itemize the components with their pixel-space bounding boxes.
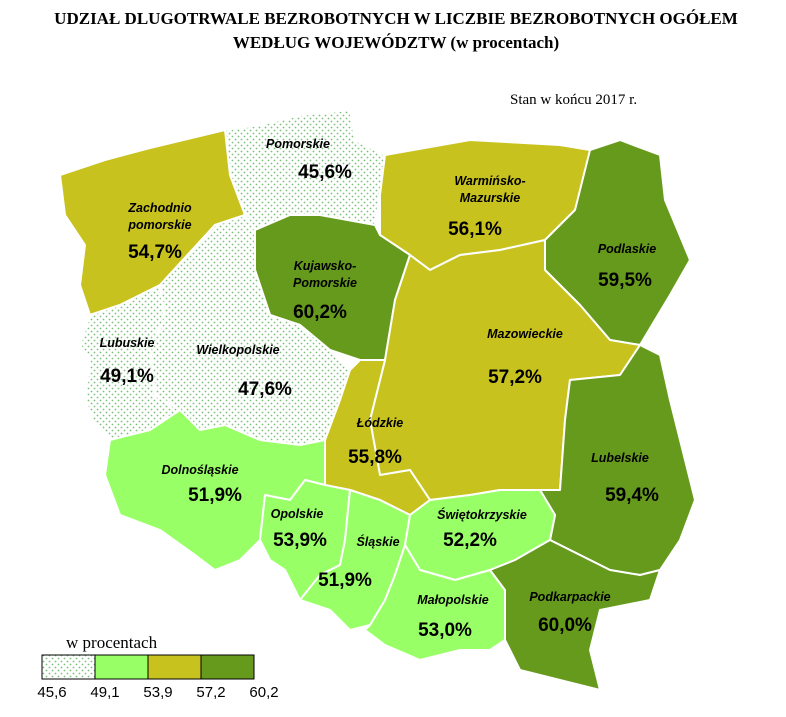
region-name: Świętokrzyskie — [437, 507, 527, 522]
region-value: 59,4% — [605, 485, 659, 506]
region-name: Pomorskie — [293, 276, 357, 290]
legend-swatch — [94, 654, 149, 680]
region-name: Lubelskie — [591, 451, 649, 465]
region-value: 49,1% — [100, 366, 154, 387]
region-name: Pomorskie — [266, 137, 330, 151]
legend-swatch — [147, 654, 202, 680]
region-value: 53,0% — [418, 620, 472, 641]
region-name: Opolskie — [271, 507, 324, 521]
legend-break-label: 45,6 — [37, 684, 66, 701]
legend-break-label: 57,2 — [196, 684, 225, 701]
region-name: Mazurskie — [460, 191, 520, 205]
legend-break-label: 60,2 — [249, 684, 278, 701]
legend-break-label: 53,9 — [143, 684, 172, 701]
region-value: 51,9% — [318, 570, 372, 591]
region-name: Małopolskie — [417, 593, 489, 607]
region-name: pomorskie — [127, 218, 191, 232]
region-value: 51,9% — [188, 485, 242, 506]
legend-swatch — [200, 654, 255, 680]
region-value: 60,0% — [538, 615, 592, 636]
legend-title: w procentach — [66, 633, 158, 652]
region-value: 54,7% — [128, 242, 182, 263]
region-name: Dolnośląskie — [161, 463, 238, 477]
legend-swatch — [41, 654, 96, 680]
title-line: WEDŁUG WOJEWÓDZTW (w procentach) — [233, 33, 559, 52]
region-name: Warmińsko- — [454, 174, 525, 188]
region — [489, 539, 661, 691]
region-value: 52,2% — [443, 530, 497, 551]
note: Stan w końcu 2017 r. — [510, 92, 637, 108]
region-name: Mazowieckie — [487, 327, 563, 341]
region-name: Łódzkie — [356, 416, 404, 430]
region-value: 47,6% — [238, 379, 292, 400]
region-name: Kujawsko- — [294, 259, 357, 273]
region-value: 60,2% — [293, 302, 347, 323]
legend-break-label: 49,1 — [90, 684, 119, 701]
region-name: Lubuskie — [100, 336, 155, 350]
region-value: 45,6% — [298, 162, 352, 183]
region-name: Zachodnio — [127, 201, 192, 215]
region — [364, 544, 506, 661]
title-line: UDZIAŁ DLUGOTRWALE BEZROBOTNYCH W LICZBI… — [54, 9, 738, 28]
region-name: Podlaskie — [598, 242, 656, 256]
region-name: Wielkopolskie — [196, 343, 279, 357]
region-name: Podkarpackie — [529, 590, 610, 604]
region-value: 57,2% — [488, 367, 542, 388]
region-value: 53,9% — [273, 530, 327, 551]
region-value: 56,1% — [448, 219, 502, 240]
region-value: 55,8% — [348, 447, 402, 468]
region-value: 59,5% — [598, 270, 652, 291]
region-name: Śląskie — [356, 534, 399, 549]
